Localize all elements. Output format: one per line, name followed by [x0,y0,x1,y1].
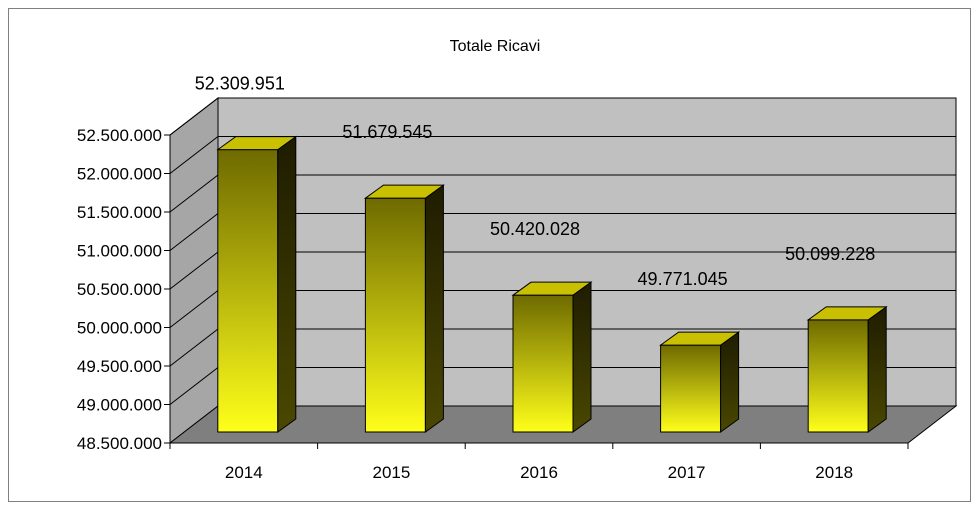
bar-top [511,281,593,296]
x-tick-label: 2017 [668,463,706,482]
y-tick-label: 50.000.000 [77,319,162,338]
bar-side [424,184,444,433]
y-tick-label: 49.000.000 [77,396,162,415]
bar-front [660,344,722,433]
bar-side [720,331,740,433]
data-labels: 52.309.951 51.679.545 50.420.028 49.771.045… [195,74,875,289]
bar-side [277,135,297,433]
bar-top [659,331,741,346]
data-label-2018: 50.099.228 [785,244,875,264]
gridline [169,97,956,136]
bar-2015 [363,184,445,433]
bar-2018 [806,305,888,433]
bar-front [364,197,426,433]
bar-top [216,136,298,151]
x-tick-label: 2016 [520,463,558,482]
bar-side [867,305,887,433]
data-label-2015: 51.679.545 [342,122,432,142]
gridline [169,136,956,174]
data-label-2017: 49.771.045 [638,269,728,289]
bar-2017 [659,331,741,433]
y-tick-label: 49.500.000 [77,357,162,376]
y-tick-label: 51.000.000 [77,242,162,261]
bar-top [806,306,888,321]
bar-2014 [216,135,298,433]
x-axis: 2014 2015 2016 2017 2018 [169,442,909,482]
x-tick-label: 2018 [815,463,853,482]
bar-front [217,149,279,433]
chart-title: Totale Ricavi [450,38,541,55]
data-label-2014: 52.309.951 [195,74,285,94]
bars [216,135,888,433]
bar-top [363,184,445,199]
bar-front [807,319,869,433]
bar-side [572,281,592,433]
y-tick-label: 52.500.000 [77,126,162,145]
y-tick-label: 50.500.000 [77,280,162,299]
bar-front [512,294,574,433]
x-tick-label: 2014 [225,463,263,482]
y-tick-label: 48.500.000 [77,434,162,453]
y-axis: 48.500.000 49.000.000 49.500.000 50.000.000… [77,126,171,453]
bar-2016 [511,281,593,433]
data-label-2016: 50.420.028 [490,219,580,239]
y-tick-label: 51.500.000 [77,203,162,222]
x-tick-label: 2015 [372,463,410,482]
y-tick-label: 52.000.000 [77,165,162,184]
